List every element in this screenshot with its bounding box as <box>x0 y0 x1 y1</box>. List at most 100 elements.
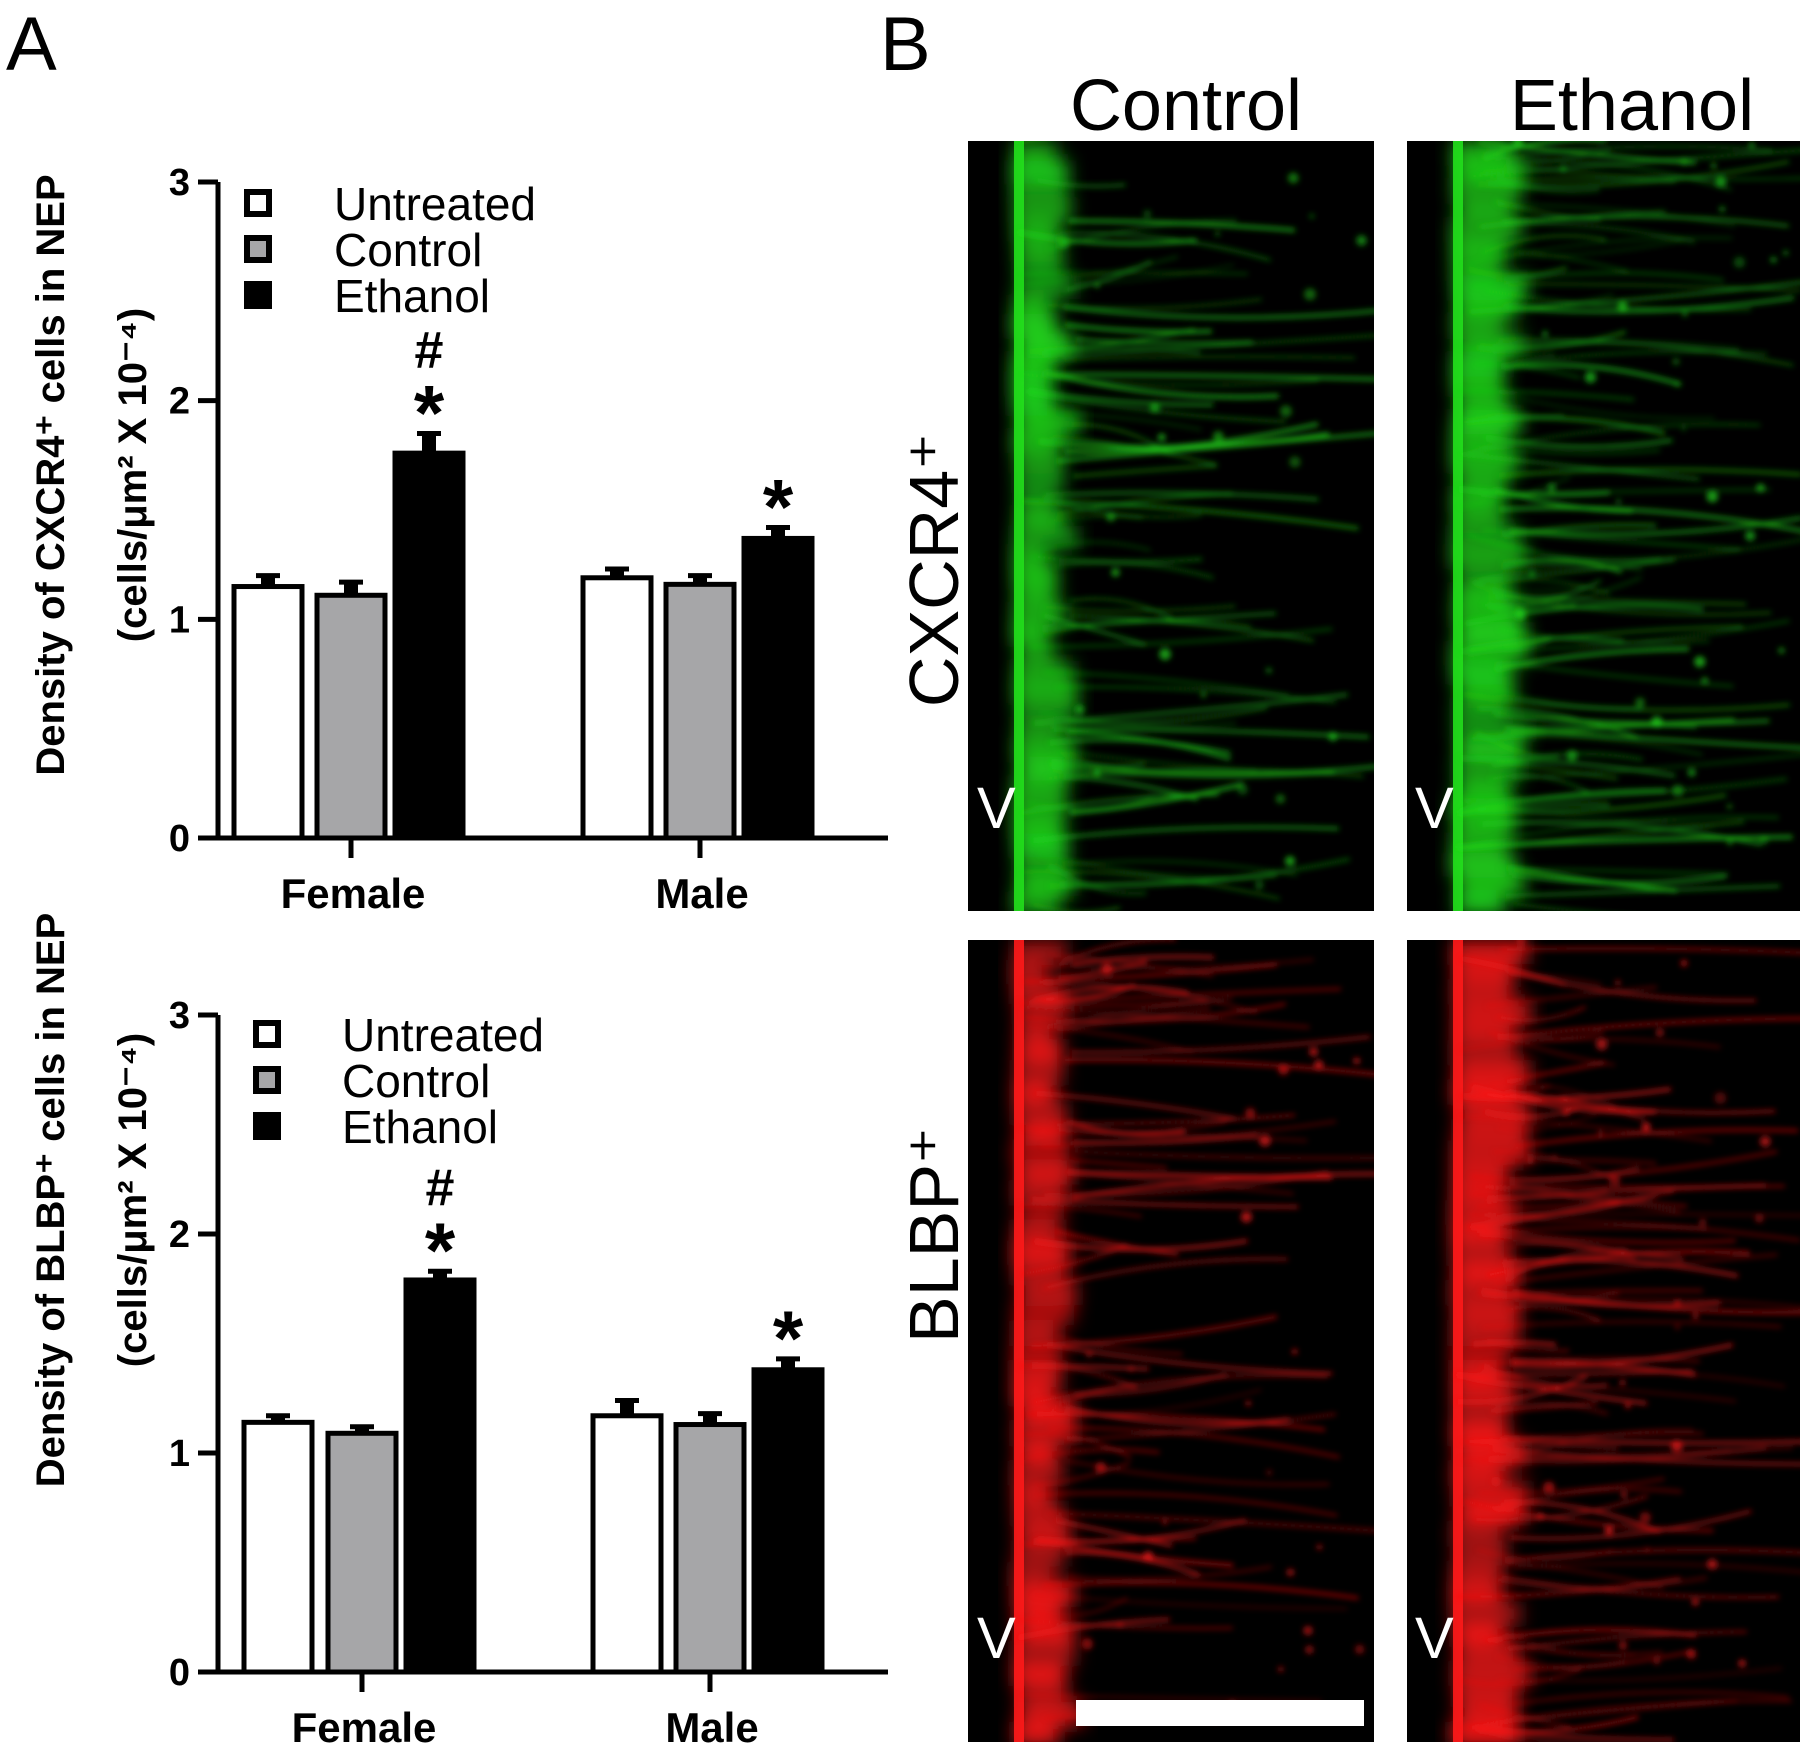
labeled-cell <box>1756 483 1765 493</box>
radial-fiber <box>1495 144 1773 161</box>
radial-fiber <box>1056 500 1202 519</box>
labeled-cell <box>1117 1622 1123 1628</box>
labeled-cell <box>1305 1645 1314 1654</box>
neuroepithelium-band <box>1015 834 1069 858</box>
radial-fiber <box>1489 1031 1604 1040</box>
labeled-cell <box>1259 1134 1271 1147</box>
legend-label: Untreated <box>334 178 536 230</box>
labeled-cell <box>1309 214 1314 219</box>
labeled-cell <box>1682 311 1688 317</box>
neuroepithelium-band <box>1456 891 1505 911</box>
neuroepithelium-band <box>1017 506 1064 530</box>
radial-fiber <box>1496 178 1600 194</box>
labeled-cell <box>1687 768 1696 777</box>
y-tick-label: 0 <box>169 818 190 860</box>
labeled-cell <box>1670 1440 1683 1452</box>
labeled-cell <box>1547 482 1557 492</box>
significance-star: * <box>763 462 794 550</box>
neuroepithelium-band <box>1017 237 1063 261</box>
radial-fiber <box>1461 1700 1792 1729</box>
radial-fiber <box>1478 215 1789 229</box>
radial-fiber <box>1016 1618 1233 1630</box>
radial-fiber <box>1473 582 1570 599</box>
radial-fiber <box>1496 338 1794 367</box>
radial-fiber <box>1041 711 1237 728</box>
radial-fiber <box>1467 407 1565 418</box>
ylabel-blbp: Density of BLBP⁺ cells in NEP (cells/μm²… <box>29 913 155 1488</box>
labeled-cell <box>1674 1300 1680 1306</box>
neuroepithelium-band <box>1457 1641 1519 1666</box>
labeled-cell <box>1353 1057 1361 1065</box>
labeled-cell <box>1714 1092 1727 1104</box>
ylabel-blbp-line2: (cells/μm² X 10⁻⁴) <box>111 1033 155 1367</box>
x-tick-label: Female <box>292 1704 437 1751</box>
radial-fiber <box>1021 499 1359 531</box>
radial-fiber <box>1064 1550 1201 1577</box>
radial-fiber <box>1502 1436 1800 1445</box>
radial-fiber <box>1033 1593 1348 1610</box>
labeled-cell <box>1619 1379 1626 1386</box>
neuroepithelium-band <box>1454 1020 1516 1045</box>
radial-fiber <box>1034 1597 1128 1617</box>
labeled-cell <box>1356 235 1367 246</box>
neuroepithelium-band <box>1016 583 1057 607</box>
neuroepithelium-band <box>1456 1681 1518 1706</box>
error-bar <box>261 575 275 588</box>
labeled-cell <box>1543 1481 1555 1494</box>
radial-fiber <box>1472 1184 1681 1213</box>
labeled-cell <box>1759 835 1769 845</box>
radial-fiber <box>1063 774 1199 802</box>
radial-fiber <box>1470 1201 1622 1229</box>
y-tick-label: 0 <box>169 1652 190 1694</box>
x-tick-label: Female <box>281 870 426 917</box>
labeled-cell <box>1744 530 1756 541</box>
radial-fiber <box>1503 884 1780 898</box>
labeled-cell <box>1245 1400 1251 1406</box>
labeled-cell <box>1514 608 1526 621</box>
labeled-cell <box>1278 1666 1284 1672</box>
bar-untreated <box>241 1419 315 1675</box>
radial-fiber <box>1043 491 1319 501</box>
neuroepithelium-band <box>1018 1020 1056 1045</box>
radial-fiber <box>1477 707 1640 740</box>
radial-fiber <box>1048 873 1277 889</box>
labeled-cell <box>1674 381 1680 387</box>
radial-fiber <box>1486 985 1658 1008</box>
labeled-cell <box>1237 783 1248 795</box>
radial-fiber <box>1467 656 1734 688</box>
labeled-cell <box>1279 405 1292 418</box>
radial-fiber <box>1497 293 1614 306</box>
radial-fiber <box>1509 972 1602 987</box>
significance-hash: # <box>426 1159 455 1217</box>
radial-fiber <box>1036 1388 1262 1416</box>
neuroepithelium-band <box>1017 275 1076 299</box>
radial-fiber <box>1500 558 1623 574</box>
neuroepithelium-band <box>1014 526 1079 550</box>
labeled-cell <box>1490 1476 1502 1487</box>
labeled-cell <box>1316 1544 1322 1550</box>
neuroepithelium-band <box>1458 468 1509 492</box>
radial-fiber <box>1065 1406 1290 1426</box>
error-bar <box>344 582 358 597</box>
radial-fiber <box>1043 1257 1288 1290</box>
labeled-cell <box>1284 856 1296 867</box>
radial-fiber <box>1044 670 1289 698</box>
neuroepithelium-band <box>1014 564 1058 588</box>
labeled-cell <box>1701 677 1709 684</box>
radial-fiber <box>1490 1447 1800 1466</box>
labeled-cell <box>1778 647 1785 654</box>
radial-fiber <box>1466 532 1662 563</box>
radial-fiber <box>1048 738 1231 755</box>
labeled-cell <box>1651 716 1663 728</box>
labeled-cell <box>1706 1558 1718 1570</box>
bar-ethanol <box>751 1367 825 1675</box>
radial-fiber <box>1498 1667 1783 1682</box>
x-tick-label: Male <box>655 870 748 917</box>
radial-fiber <box>1498 392 1715 420</box>
labeled-cell <box>1621 1492 1627 1498</box>
bar-ethanol <box>403 1277 477 1675</box>
radial-fiber <box>1067 1565 1273 1581</box>
radial-fiber <box>1480 820 1762 846</box>
radial-fiber <box>1041 412 1202 431</box>
